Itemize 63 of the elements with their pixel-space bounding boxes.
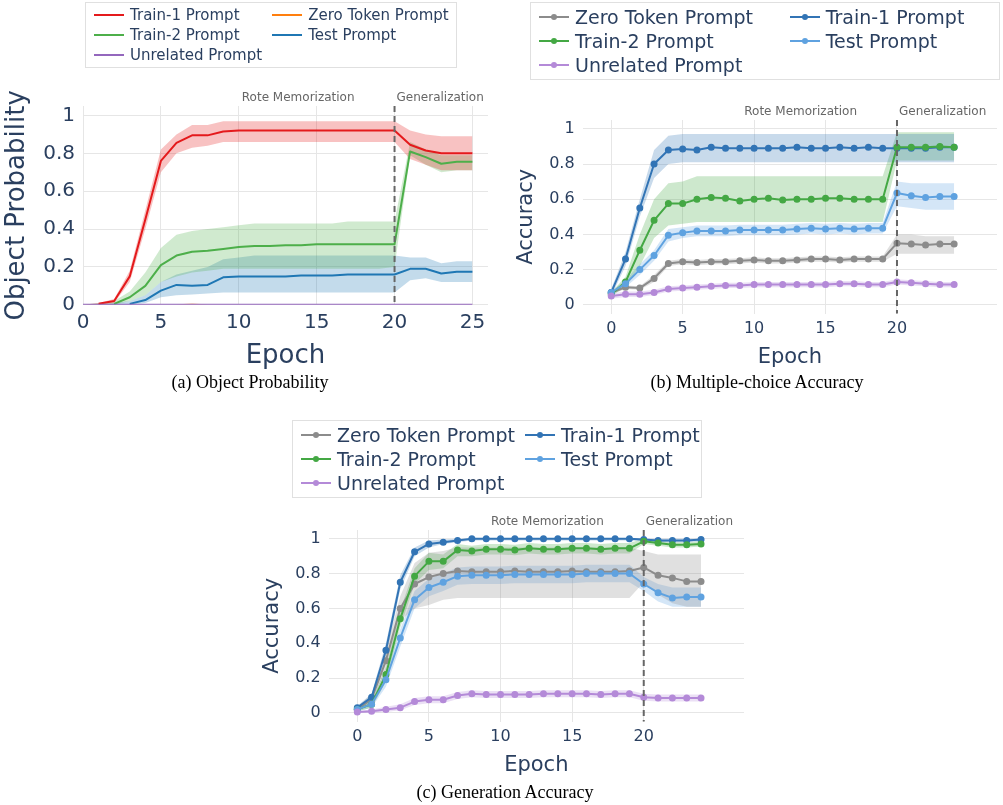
ref-line-label: Generalization (396, 90, 484, 105)
x-axis-title: Epoch (504, 751, 569, 776)
y-tick-label: 0.4 (43, 215, 76, 240)
legend-label: Unrelated Prompt (575, 54, 743, 76)
x-tick-label: 10 (226, 309, 252, 333)
x-tick-label: 5 (677, 318, 688, 338)
y-axis-title: Accuracy (259, 577, 284, 674)
x-tick-label: 20 (633, 726, 654, 746)
legend-label: Train-2 Prompt (575, 30, 714, 52)
y-tick-label: 0.4 (549, 223, 575, 243)
y-tick-label: 0.8 (43, 139, 76, 164)
y-tick-label: 0.2 (43, 253, 76, 278)
text: (a) Object Probability (170, 372, 330, 393)
legend-label: Test Prompt (561, 448, 673, 470)
y-tick-label: 0.6 (549, 188, 575, 208)
x-tick-label: 15 (303, 309, 330, 333)
x-tick-label: 10 (743, 318, 765, 338)
text: Rote Memorization (491, 514, 604, 529)
legend-label: Train-2 Prompt (130, 26, 240, 44)
x-tick-label: 15 (815, 318, 836, 338)
y-tick-label: 0 (310, 702, 321, 722)
y-tick-label: 1 (310, 527, 321, 547)
y-axis-title: Object Probability (0, 90, 31, 321)
x-tick-label: 20 (886, 318, 908, 338)
legend-label: Train-1 Prompt (561, 424, 700, 446)
y-tick-label: 0.8 (549, 153, 575, 173)
y-tick-label: 0.8 (295, 562, 321, 582)
legend-label: Test Prompt (308, 26, 397, 44)
legend-label: Zero Token Prompt (308, 6, 449, 24)
x-axis-title: Epoch (757, 343, 822, 368)
x-tick-label: 0 (606, 318, 617, 338)
y-tick-label: 0.6 (43, 177, 76, 202)
y-tick-label: 0.2 (549, 258, 575, 278)
text: (c) Generation Accuracy (415, 782, 595, 803)
x-tick-label: 20 (381, 309, 408, 333)
text: (b) Multiple-choice Accuracy (649, 372, 865, 393)
x-tick-label: 25 (459, 309, 486, 333)
x-axis-title: Epoch (245, 339, 326, 370)
legend-label: Train-1 Prompt (825, 6, 965, 28)
legend-label: Unrelated Prompt (337, 472, 505, 494)
legend-label: Train-1 Prompt (130, 6, 240, 24)
y-tick-label: 0.2 (295, 667, 321, 687)
x-tick-label: 5 (423, 726, 434, 746)
legend-label: Unrelated Prompt (130, 46, 263, 64)
text: Rote Memorization (241, 90, 355, 105)
y-tick-label: 0 (564, 293, 575, 313)
x-tick-label: 15 (561, 726, 583, 746)
y-tick-label: 0.6 (295, 597, 321, 617)
ref-line-label: Generalization (898, 104, 987, 119)
ref-line-label: Generalization (645, 514, 734, 529)
text: Rote Memorization (744, 104, 857, 119)
y-axis-title: Accuracy (513, 168, 538, 265)
y-tick-label: 0.4 (295, 632, 321, 652)
legend-label: Train-2 Prompt (337, 448, 476, 470)
legend-label: Zero Token Prompt (575, 6, 754, 28)
x-tick-label: 5 (154, 309, 168, 333)
y-tick-label: 0 (62, 291, 76, 315)
x-tick-label: 10 (490, 726, 511, 746)
x-tick-label: 0 (352, 726, 363, 746)
legend-label: Test Prompt (825, 30, 938, 52)
legend-label: Zero Token Prompt (337, 424, 516, 446)
y-tick-label: 1 (564, 117, 575, 137)
y-tick-label: 1 (62, 101, 76, 126)
